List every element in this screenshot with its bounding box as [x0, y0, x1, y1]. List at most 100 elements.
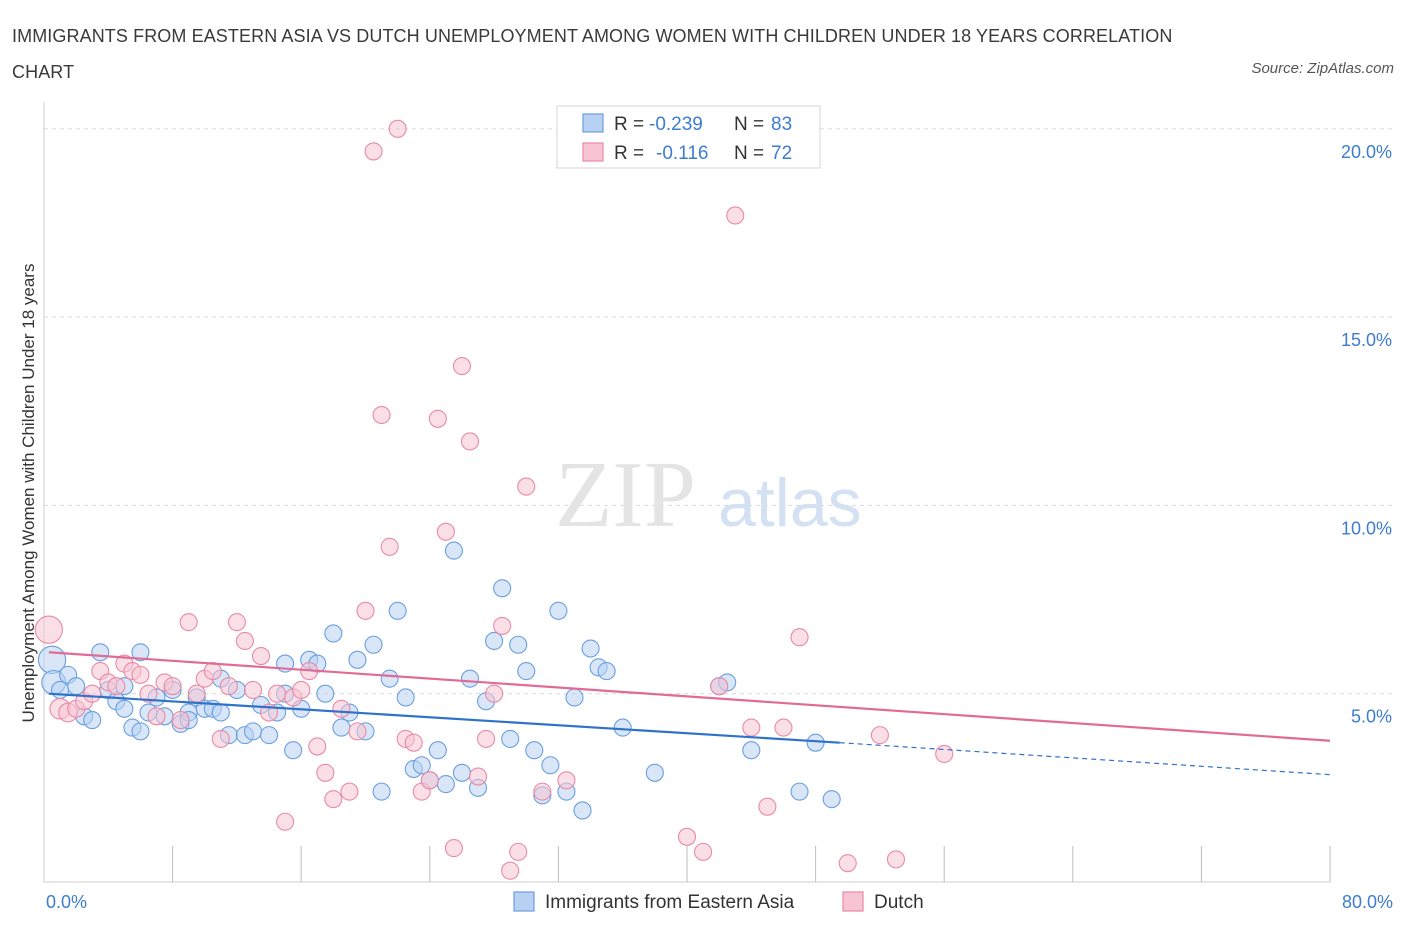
y-tick-label: 15.0%: [1341, 330, 1392, 350]
point-dutch: [493, 616, 512, 635]
point-dutch: [774, 718, 793, 737]
legend-swatch-pink: [842, 891, 864, 912]
point-dutch: [870, 726, 889, 745]
point-dutch: [292, 680, 311, 699]
grid: [44, 128, 1394, 695]
legend-label-eastern-asia: Immigrants from Eastern Asia: [545, 892, 795, 913]
point-dutch: [348, 722, 367, 741]
stats-n-label: N =: [734, 143, 764, 164]
point-eastern-asia: [613, 718, 632, 737]
point-dutch: [557, 771, 576, 790]
point-eastern-asia: [316, 684, 335, 703]
point-dutch: [219, 677, 238, 696]
stats-swatch-pink: [582, 142, 604, 162]
x-tick-label: 80.0%: [1342, 892, 1393, 912]
point-dutch: [187, 684, 206, 703]
point-dutch: [517, 477, 536, 496]
point-dutch: [420, 771, 439, 790]
point-eastern-asia: [541, 756, 560, 775]
point-eastern-asia: [115, 699, 134, 718]
point-eastern-asia: [645, 763, 664, 782]
stats-r-value: -0.239: [649, 114, 703, 135]
point-dutch: [886, 850, 906, 869]
point-eastern-asia: [91, 643, 110, 662]
point-eastern-asia: [83, 711, 102, 730]
point-eastern-asia: [436, 775, 455, 794]
chart-title: IMMIGRANTS FROM EASTERN ASIA VS DUTCH UN…: [12, 26, 1173, 82]
trend-lines: [48, 651, 1331, 776]
point-eastern-asia: [332, 718, 351, 737]
stats-n-value: 83: [771, 114, 792, 135]
stats-swatch-blue: [582, 113, 604, 133]
point-dutch: [501, 861, 520, 880]
point-dutch: [758, 797, 777, 816]
point-dutch: [533, 782, 552, 801]
point-dutch: [332, 699, 351, 718]
point-dutch: [203, 662, 222, 681]
point-eastern-asia: [51, 680, 70, 699]
legend-label-dutch: Dutch: [874, 892, 924, 913]
trend-line-eastern-asia-extension: [839, 742, 1331, 776]
point-dutch: [235, 631, 254, 651]
point-eastern-asia: [485, 631, 504, 651]
point-dutch: [276, 812, 295, 831]
point-dutch: [838, 854, 857, 873]
point-eastern-asia: [597, 662, 616, 681]
stats-r-label: R =: [614, 143, 644, 164]
point-eastern-asia: [428, 741, 447, 760]
point-eastern-asia: [211, 703, 230, 722]
point-eastern-asia: [131, 643, 150, 662]
point-eastern-asia: [324, 624, 343, 643]
point-dutch: [452, 357, 472, 376]
point-eastern-asia: [517, 662, 536, 681]
point-eastern-asia: [573, 801, 592, 820]
stats-n-label: N =: [734, 114, 764, 135]
point-dutch: [147, 707, 166, 726]
point-eastern-asia: [525, 741, 544, 760]
point-dutch: [356, 601, 375, 620]
point-eastern-asia: [131, 722, 150, 741]
point-dutch: [444, 839, 463, 858]
point-dutch: [694, 842, 713, 861]
y-tick-label: 20.0%: [1341, 142, 1392, 162]
point-dutch: [726, 206, 745, 225]
point-dutch: [364, 142, 383, 161]
point-dutch: [790, 628, 809, 647]
point-dutch: [460, 432, 480, 451]
stats-r-label: R =: [614, 114, 644, 135]
point-dutch: [372, 405, 391, 425]
x-tick-label: 0.0%: [46, 892, 87, 912]
point-eastern-asia: [284, 741, 303, 760]
point-eastern-asia: [67, 677, 86, 696]
point-eastern-asia: [388, 601, 407, 620]
trend-line-eastern-asia: [48, 692, 840, 744]
point-eastern-asia: [259, 726, 279, 745]
point-eastern-asia: [509, 635, 528, 654]
point-dutch: [211, 729, 230, 748]
point-dutch: [404, 733, 423, 752]
point-eastern-asia: [412, 756, 431, 775]
point-eastern-asia: [581, 639, 600, 658]
point-eastern-asia: [501, 729, 520, 748]
point-eastern-asia: [380, 669, 399, 688]
point-dutch: [268, 684, 287, 703]
point-eastern-asia: [565, 688, 584, 707]
tick-labels: 5.0% 10.0% 15.0% 20.0% 0.0% 80.0%: [46, 142, 1393, 912]
watermark-atlas: atlas: [718, 465, 862, 541]
stats-n-value: 72: [771, 143, 792, 164]
point-dutch: [710, 677, 729, 696]
axes: [43, 102, 1331, 883]
point-eastern-asia: [348, 650, 367, 669]
point-eastern-asia: [372, 782, 391, 801]
watermark: ZIP atlas: [555, 443, 862, 547]
point-dutch: [316, 763, 335, 782]
point-dutch: [83, 684, 102, 703]
point-eastern-asia: [364, 635, 383, 654]
point-dutch: [308, 737, 327, 756]
point-eastern-asia: [396, 688, 415, 707]
stats-r-value: -0.116: [656, 143, 708, 164]
y-tick-label: 10.0%: [1341, 518, 1392, 538]
point-eastern-asia: [790, 782, 809, 801]
point-dutch: [485, 684, 504, 703]
